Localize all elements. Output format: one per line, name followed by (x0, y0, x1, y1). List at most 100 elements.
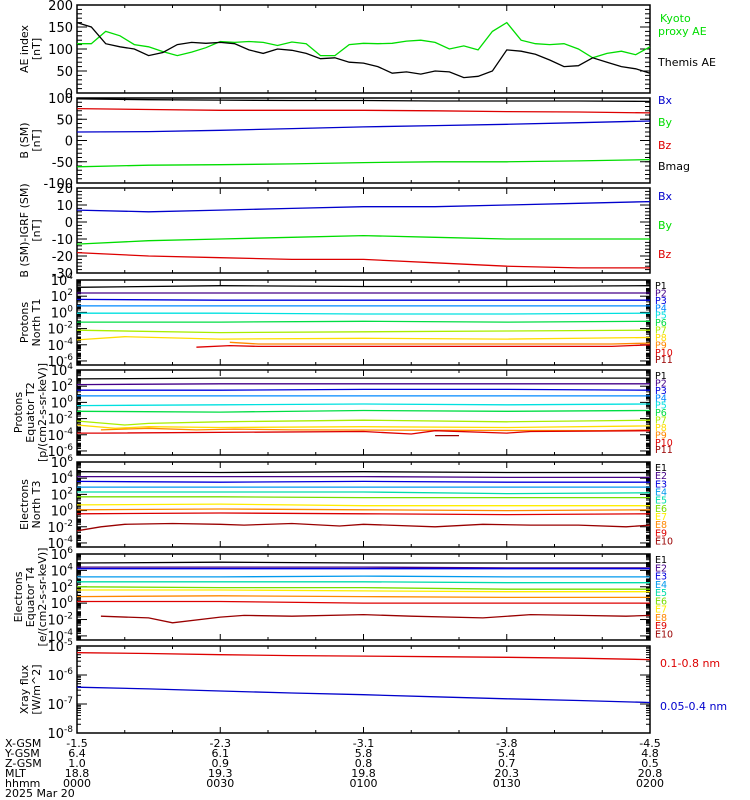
y-tick-label: 100 (51, 304, 74, 321)
y-tick-label: -10 (52, 233, 73, 248)
ephemeris-value: -1.5 (66, 737, 87, 750)
ephemeris-value: 0.8 (355, 757, 373, 770)
series-line-bx (76, 200, 651, 213)
series-line-e7 (76, 503, 650, 507)
ephemeris-row-label: hhmm (5, 777, 40, 790)
ephemeris-value: -3.1 (353, 737, 374, 750)
legend-label: By (658, 116, 673, 129)
ephemeris-row-label: X-GSM (5, 737, 41, 750)
series-line-p8 (76, 336, 651, 341)
legend-label: E2 (655, 471, 667, 482)
series-line-p5 (76, 403, 651, 407)
ephemeris-value: 5.8 (355, 747, 373, 760)
legend-label: P6 (655, 318, 667, 329)
legend-label: By (658, 219, 673, 232)
panel-frame (76, 4, 651, 94)
y-tick-label: 100 (51, 503, 74, 520)
y-axis-label: Equator T2 (24, 382, 37, 442)
y-axis-label: Equator T4 (24, 567, 37, 627)
series-line-p3 (76, 298, 650, 301)
panel-xray_flux: 10-8 10-7 10-6 10-5 Xray flux [W/m^2] 0.1-0.8 … (18, 638, 727, 742)
legend-label: P9 (655, 430, 667, 441)
ephemeris-value: 20.3 (495, 767, 520, 780)
series-line-e1 (76, 561, 650, 564)
panel-b_minus_igrf: -30 -20 -10 0 10 20 B (SM)-IGRF (SM) [nT] Bx By Bz (18, 182, 673, 282)
ephemeris-value: 4.8 (641, 747, 659, 760)
series-line-bx (76, 120, 651, 133)
y-axis-label: [nT] (30, 129, 43, 151)
series-line-p1 (76, 285, 651, 288)
y-axis-label: Electrons (12, 571, 25, 622)
series-line-p3 (77, 388, 651, 391)
y-tick-label: 10-4 (47, 535, 73, 552)
legend-label: E4 (655, 487, 667, 498)
ephemeris-row-label: MLT (5, 767, 26, 780)
legend-label: P10 (655, 438, 673, 449)
legend-label: E8 (655, 520, 667, 531)
ephemeris-value: 1.0 (68, 757, 86, 770)
series-line-e9 (77, 600, 650, 604)
legend-label: E10 (655, 536, 673, 547)
legend-label: E2 (655, 563, 667, 574)
legend-label: E3 (655, 572, 667, 583)
y-axis-label: [p/(cm2-s-sr-keV)] (36, 363, 49, 462)
y-tick-label: 0 (65, 135, 73, 150)
y-tick-label: -20 (52, 250, 73, 265)
ephemeris-value: 19.3 (208, 767, 233, 780)
legend-label: E7 (655, 512, 667, 523)
y-tick-label: 20 (56, 182, 73, 197)
series-line-p7 (76, 419, 651, 426)
y-tick-label: 10 (56, 199, 73, 214)
series-line-p1 (76, 377, 650, 380)
legend-label: P9 (655, 340, 667, 351)
y-tick-label: 10-2 (47, 519, 73, 536)
y-axis-label: North T3 (30, 481, 43, 529)
ephemeris-table: X-GSM -1.5 -2.3 -3.1 -3.8 -4.5 Y-GSM 6.4 6.1 5.8 5… (4, 737, 664, 800)
legend-label: E6 (655, 504, 667, 515)
legend-label: E1 (655, 555, 667, 566)
ephemeris-value: 0000 (63, 777, 91, 790)
ephemeris-value: 18.8 (65, 767, 90, 780)
series-line-p2 (76, 383, 650, 386)
ephemeris-value: 0030 (206, 777, 234, 790)
series-line-e8 (76, 595, 650, 599)
ephemeris-value: 0100 (350, 777, 378, 790)
ephemeris-value: 6.1 (212, 747, 230, 760)
y-tick-label: 100 (48, 43, 73, 58)
legend-label: P1 (655, 371, 667, 382)
y-tick-label: 10-5 (47, 638, 73, 655)
ephemeris-value: -4.5 (639, 737, 660, 750)
series-line-e5 (77, 491, 651, 495)
legend-label: 0.1-0.8 nm (660, 657, 720, 670)
legend-label: E10 (655, 629, 673, 640)
series-line-e1 (76, 471, 650, 474)
ephemeris-row-label: Z-GSM (5, 757, 42, 770)
series-line-p10 (196, 344, 651, 348)
ephemeris-value: 20.8 (638, 767, 663, 780)
legend-label: P8 (655, 333, 667, 344)
legend-label: P10 (655, 348, 673, 359)
legend-label: E5 (655, 588, 667, 599)
series-line-p10 (77, 430, 651, 435)
legend-label: P11 (655, 355, 673, 366)
ephemeris-value: 0.7 (498, 757, 516, 770)
legend-label: E1 (655, 463, 667, 474)
y-tick-label: 0 (65, 87, 73, 102)
panel-b_sm: -100 -50 0 50 100 B (SM) [nT] Bx By Bz Bmag (18, 92, 690, 192)
y-axis-label: B (SM) (18, 122, 31, 158)
y-tick-label: 200 (48, 0, 73, 14)
y-tick-label: 106 (51, 546, 74, 563)
legend-label: E5 (655, 496, 667, 507)
legend-label: E9 (655, 528, 667, 539)
series-line-bmag (76, 98, 651, 103)
series-line-e10 (76, 522, 651, 532)
y-tick-label: 100 (48, 92, 73, 107)
series-line-p9 (229, 341, 651, 345)
y-tick-label: 102 (51, 486, 73, 503)
legend-label: P5 (655, 401, 667, 412)
y-tick-label: 104 (51, 562, 74, 579)
series-line-themis-ae (76, 21, 651, 79)
